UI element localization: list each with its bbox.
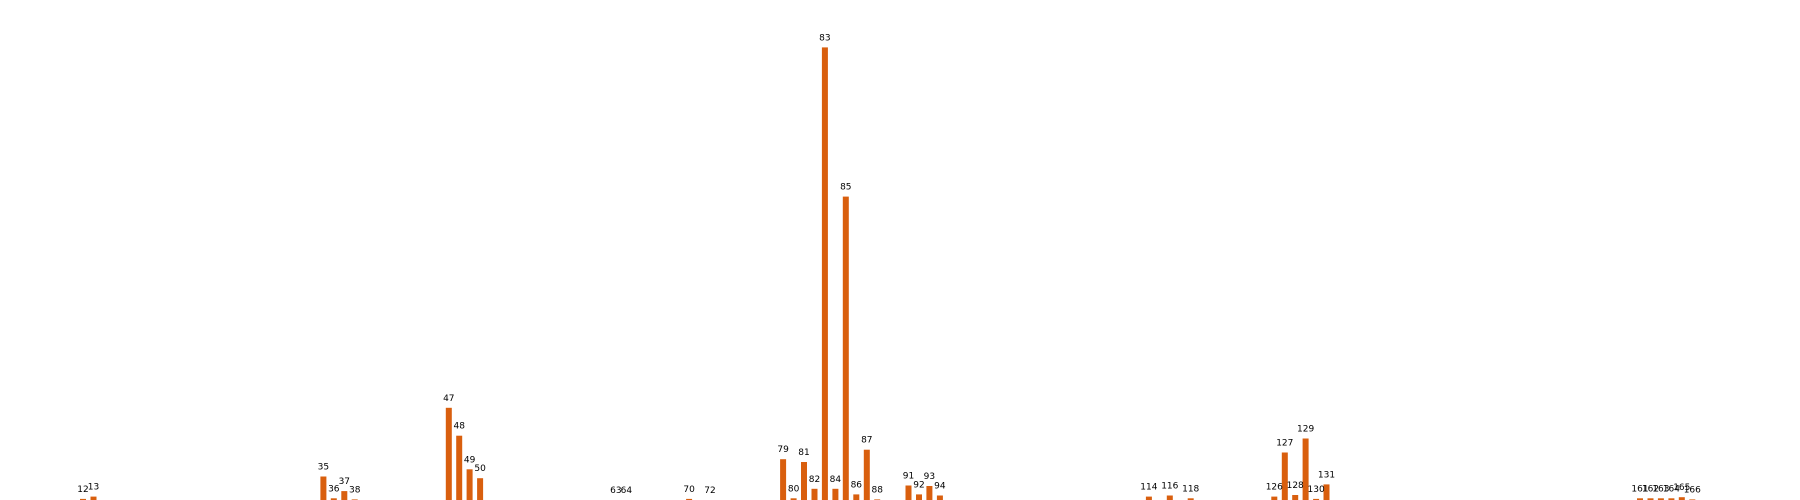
bar-label-92: 92 [913, 480, 924, 490]
bar-82 [811, 488, 818, 500]
bar-70 [686, 498, 693, 500]
bars [80, 47, 1696, 500]
bar-81 [801, 462, 807, 500]
bar-label-38: 38 [349, 485, 361, 495]
bar-35 [320, 476, 327, 500]
bar-131 [1323, 484, 1330, 500]
bar-87 [863, 449, 870, 500]
bar-label-91: 91 [903, 472, 914, 482]
bar-47 [445, 407, 452, 500]
bar-162 [1647, 498, 1654, 500]
bar-label-64: 64 [621, 486, 633, 496]
bar-label-164: 164 [1663, 484, 1680, 494]
bar-label-88: 88 [871, 485, 883, 495]
bar-label-161: 161 [1631, 484, 1648, 494]
bar-48 [456, 435, 463, 500]
bar-label-129: 129 [1297, 425, 1314, 435]
bar-165 [1678, 497, 1685, 500]
bar-label-130: 130 [1308, 485, 1325, 495]
bar-85 [842, 196, 849, 500]
bar-label-63: 63 [610, 486, 621, 496]
bar-label-35: 35 [318, 463, 329, 473]
bar-label-118: 118 [1182, 484, 1199, 494]
bar-label-114: 114 [1140, 483, 1157, 493]
bar-label-131: 131 [1318, 470, 1335, 480]
bar-94 [936, 495, 943, 500]
bar-37 [341, 491, 348, 500]
bar-130 [1313, 498, 1320, 500]
bar-label-165: 165 [1673, 483, 1690, 493]
bar-label-12: 12 [77, 485, 88, 495]
bar-label-36: 36 [328, 484, 340, 494]
bar-129 [1302, 438, 1309, 500]
bar-93 [926, 486, 933, 500]
bar-label-162: 162 [1642, 484, 1659, 494]
bar-label-94: 94 [934, 482, 946, 492]
bar-36 [330, 498, 337, 500]
bar-label-84: 84 [830, 475, 842, 485]
bar-label-166: 166 [1684, 485, 1701, 495]
bar-label-128: 128 [1287, 481, 1304, 491]
bar-127 [1281, 452, 1288, 500]
bar-91 [905, 485, 912, 500]
bar-126 [1271, 496, 1278, 500]
bar-label-50: 50 [474, 464, 486, 474]
bar-116 [1166, 495, 1173, 500]
bar-12 [80, 498, 86, 500]
bar-49 [466, 469, 473, 500]
bar-label-47: 47 [443, 394, 454, 404]
bar-label-72: 72 [704, 486, 715, 496]
bar-label-126: 126 [1266, 483, 1283, 493]
bar-163 [1657, 498, 1664, 500]
bar-label-85: 85 [840, 183, 851, 193]
bar-128 [1292, 495, 1299, 500]
bar-50 [477, 478, 484, 500]
bar-label-13: 13 [88, 483, 99, 493]
bar-label-49: 49 [464, 455, 476, 465]
bar-79 [780, 459, 787, 500]
bar-label-81: 81 [798, 448, 809, 458]
bar-label-163: 163 [1652, 484, 1669, 494]
bar-161 [1637, 498, 1643, 500]
bar-label-79: 79 [777, 445, 789, 455]
bar-13 [90, 496, 97, 500]
bar-label-37: 37 [339, 477, 350, 487]
bar-92 [916, 494, 922, 500]
bar-label-82: 82 [809, 475, 820, 485]
bar-label-83: 83 [819, 33, 830, 43]
bar-164 [1668, 498, 1675, 500]
bar-label-87: 87 [861, 436, 872, 446]
bar-86 [853, 494, 860, 500]
bar-83 [821, 47, 828, 500]
bar-label-86: 86 [851, 480, 863, 490]
bar-label-127: 127 [1276, 439, 1293, 449]
bar-label-116: 116 [1161, 482, 1178, 492]
bar-80 [790, 498, 797, 500]
bar-118 [1187, 498, 1194, 500]
bar-84 [832, 488, 839, 500]
bar-label-48: 48 [453, 422, 465, 432]
bar-114 [1145, 496, 1152, 500]
bar-label-93: 93 [924, 472, 935, 482]
bar-label-80: 80 [788, 484, 800, 494]
bar-label-70: 70 [683, 485, 695, 495]
